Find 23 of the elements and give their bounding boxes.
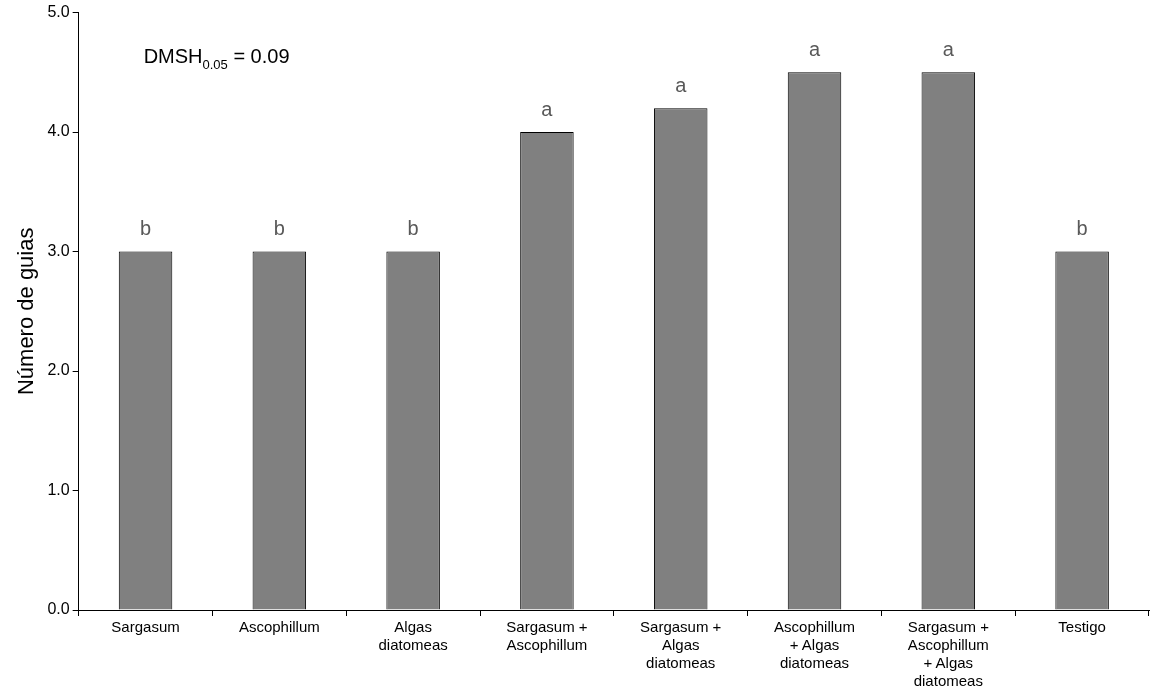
data-label: a	[808, 37, 821, 60]
x-tick-label: Sargasum + Algas diatomeas	[640, 618, 722, 672]
y-tick-label: 4.0	[47, 122, 70, 140]
x-tick-label: Sargasum + Ascophillum	[506, 618, 588, 654]
x-tick-label: Algas diatomeas	[378, 618, 448, 654]
x-tick-label: Sargasum + Ascophillum + Algas diatomeas	[907, 618, 990, 690]
y-tick-label: 1.0	[47, 480, 70, 498]
x-tick-label: Sargasum	[111, 618, 180, 636]
data-label: b	[139, 217, 152, 240]
data-label: b	[273, 217, 285, 240]
data-label: b	[1076, 217, 1088, 240]
data-label: a	[675, 73, 688, 96]
y-tick-label: 0.0	[47, 600, 70, 618]
y-tick-label: 3.0	[47, 241, 70, 259]
data-label: a	[541, 97, 554, 120]
y-tick-label: 2.0	[47, 361, 70, 379]
y-axis-title: Número de guias	[13, 227, 39, 396]
data-label: a	[942, 37, 955, 60]
data-label: b	[407, 217, 419, 240]
y-tick-label: 5.0	[47, 3, 70, 21]
x-tick-label: Ascophillum + Algas diatomeas	[774, 618, 855, 672]
x-tick-label: Testigo	[1058, 618, 1106, 636]
x-tick-label: Ascophillum	[238, 618, 320, 636]
